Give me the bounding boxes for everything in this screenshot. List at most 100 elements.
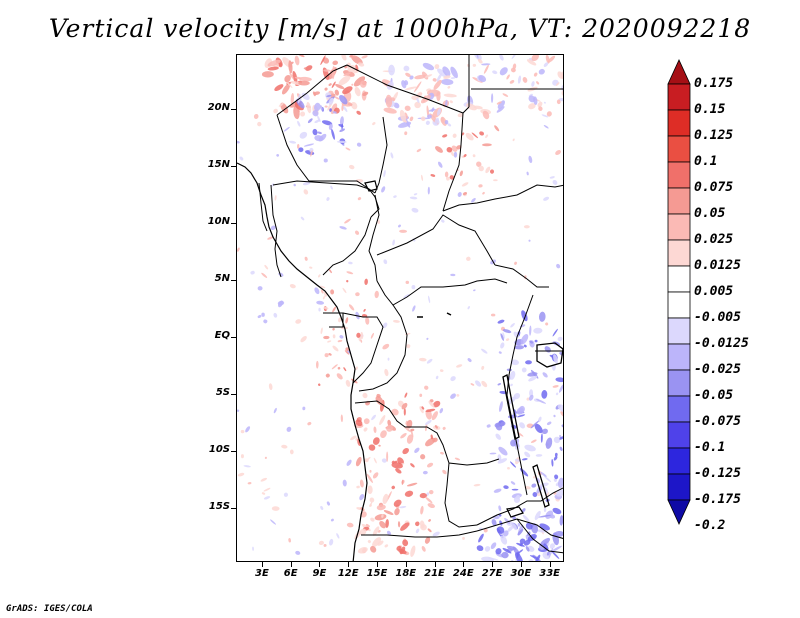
velocity-patch: [543, 62, 549, 67]
velocity-patch: [533, 327, 543, 334]
velocity-patch: [450, 393, 456, 399]
colorbar-level-label: -0.1: [694, 440, 726, 455]
velocity-patch: [356, 485, 360, 489]
border-nigeria: [270, 184, 282, 278]
velocity-patch: [270, 519, 277, 525]
velocity-patch: [412, 305, 416, 312]
velocity-patch: [367, 539, 371, 544]
velocity-patch: [447, 123, 452, 127]
velocity-patch: [401, 80, 407, 89]
velocity-patch: [421, 406, 425, 410]
velocity-patch: [421, 116, 426, 122]
lat-label: 15S: [208, 501, 230, 513]
velocity-patch: [387, 81, 394, 90]
velocity-patch: [386, 530, 392, 536]
velocity-patch: [478, 533, 484, 543]
velocity-patch: [295, 550, 301, 555]
velocity-patch: [538, 68, 545, 75]
velocity-patch: [363, 418, 370, 425]
velocity-patch: [405, 72, 411, 77]
velocity-patch: [433, 79, 442, 90]
velocity-patch: [462, 536, 465, 540]
velocity-patch: [395, 468, 402, 474]
colorbar: [667, 59, 691, 525]
velocity-patch: [471, 132, 479, 139]
velocity-patch: [385, 94, 393, 108]
velocity-patch: [527, 559, 535, 561]
velocity-patch: [318, 307, 321, 312]
velocity-patch: [511, 55, 518, 60]
velocity-patch: [452, 133, 457, 138]
velocity-patch: [428, 490, 434, 495]
lon-label: 6E: [283, 568, 298, 579]
velocity-patch: [498, 351, 502, 354]
colorbar-level-label: 0.025: [694, 232, 734, 247]
velocity-patch: [495, 433, 501, 440]
velocity-patch: [273, 108, 278, 114]
velocity-patch: [431, 411, 438, 421]
velocity-patch: [493, 179, 498, 182]
velocity-patch: [441, 219, 445, 223]
velocity-patch: [393, 499, 402, 507]
border-chad-car: [376, 214, 496, 266]
velocity-patch: [410, 463, 415, 468]
velocity-patch: [343, 105, 348, 113]
velocity-patch: [538, 311, 546, 322]
velocity-patch: [549, 543, 555, 549]
velocity-patch: [314, 287, 320, 295]
colorbar-level-label: 0.05: [694, 206, 726, 221]
velocity-patch: [398, 224, 401, 228]
lon-tick: [520, 562, 522, 567]
velocity-patch: [355, 366, 359, 370]
velocity-patch: [494, 125, 500, 132]
velocity-patch: [560, 411, 563, 418]
velocity-patch: [481, 63, 491, 66]
colorbar-level-label: -0.0125: [694, 336, 749, 351]
velocity-patch: [403, 294, 410, 299]
velocity-patch: [476, 161, 482, 167]
velocity-patch: [428, 108, 436, 112]
velocity-patch: [391, 408, 399, 416]
velocity-patch: [372, 472, 379, 479]
colorbar-swatch: [667, 109, 691, 137]
velocity-patch: [489, 452, 497, 455]
velocity-patch: [479, 131, 485, 136]
velocity-patch: [239, 156, 244, 161]
velocity-patch: [439, 369, 444, 372]
velocity-patch: [529, 555, 539, 560]
velocity-patch: [547, 55, 556, 63]
velocity-patch: [369, 504, 372, 507]
velocity-patch: [500, 535, 508, 545]
velocity-patch: [510, 461, 517, 468]
velocity-patch: [414, 74, 427, 80]
velocity-patch: [500, 421, 506, 427]
velocity-patch: [502, 530, 509, 537]
colorbar-swatch: [667, 239, 691, 267]
velocity-patch: [261, 492, 266, 495]
velocity-patch: [481, 348, 488, 354]
velocity-patch: [482, 110, 490, 120]
lake-tanganyika: [502, 374, 520, 440]
velocity-patch: [552, 328, 558, 337]
velocity-patch: [288, 60, 293, 74]
velocity-patch: [354, 230, 360, 235]
velocity-patch: [438, 161, 443, 168]
velocity-patch: [432, 78, 437, 82]
velocity-patch: [257, 121, 262, 127]
velocity-patch: [405, 280, 410, 285]
velocity-patch: [540, 471, 547, 477]
velocity-patch: [525, 546, 530, 552]
velocity-patch: [554, 474, 559, 480]
velocity-patch: [519, 542, 523, 547]
lon-label: 24E: [452, 568, 474, 579]
velocity-patch: [415, 521, 420, 527]
velocity-patch: [368, 444, 376, 451]
velocity-patch: [326, 501, 330, 506]
velocity-patch: [425, 437, 436, 447]
velocity-patch: [380, 430, 387, 439]
velocity-patch: [314, 102, 321, 112]
velocity-patch: [499, 55, 504, 61]
velocity-patch: [336, 140, 347, 144]
border-southsudan-drc: [494, 264, 549, 288]
velocity-patch: [426, 358, 433, 364]
